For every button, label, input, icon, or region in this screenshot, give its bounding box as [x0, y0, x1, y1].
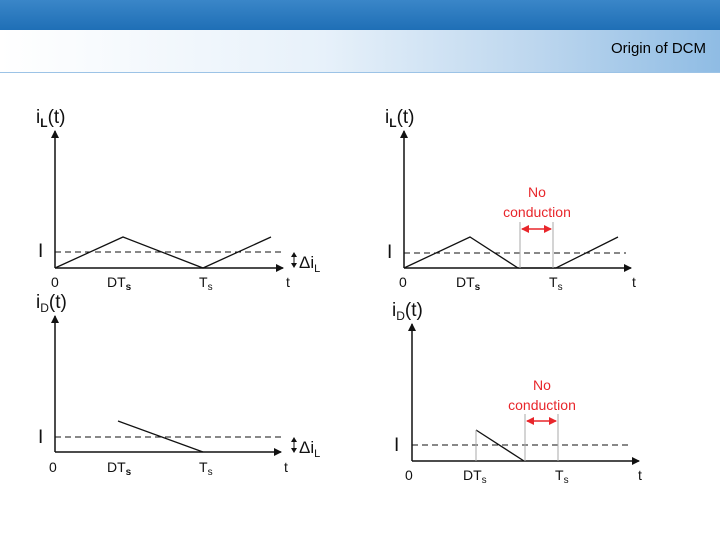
annotation-no: No	[528, 184, 546, 200]
ts-tick-label: Ts	[549, 274, 563, 293]
waveform	[403, 236, 619, 269]
origin-label: 0	[51, 274, 59, 290]
dts-tick-label: DTs	[456, 274, 481, 293]
x-axis-label: t	[284, 459, 288, 475]
average-label: I	[387, 242, 392, 263]
plot-id-dcm: iD(t) No conduction I 0 DTs Ts t	[392, 300, 642, 486]
annotation-no: No	[533, 377, 551, 393]
slide-header: Origin of DCM	[0, 30, 720, 73]
plot-il-dcm: iL(t) No conduction I 0 DTs Ts t	[385, 107, 636, 293]
x-axis-label: t	[286, 274, 290, 290]
waveform	[117, 420, 204, 453]
y-axis-label: iL(t)	[36, 107, 66, 130]
ts-tick-label: Ts	[555, 467, 569, 486]
dts-tick-label: DTs	[107, 459, 132, 478]
y-axis-label: iD(t)	[392, 300, 423, 323]
dts-tick-label: DTs	[463, 467, 487, 486]
slide-title: Origin of DCM	[610, 40, 706, 57]
average-label: I	[394, 435, 399, 456]
annotation-conduction: conduction	[508, 397, 576, 413]
plot-il-ccm: iL(t) I 0 DTs Ts t ΔiL	[36, 107, 320, 293]
origin-label: 0	[399, 274, 407, 290]
annotation-conduction: conduction	[503, 204, 571, 220]
ripple-label: ΔiL	[299, 253, 320, 275]
dts-tick-label: DTs	[107, 274, 132, 293]
waveform	[475, 429, 525, 462]
y-axis-label: iD(t)	[36, 292, 67, 315]
origin-label: 0	[49, 459, 57, 475]
ripple-label: ΔiL	[299, 438, 320, 460]
ripple-arrow-heads	[291, 437, 297, 453]
ts-tick-label: Ts	[199, 459, 213, 478]
ripple-arrow-heads	[291, 252, 297, 268]
x-axis-label: t	[638, 467, 642, 483]
average-label: I	[38, 427, 43, 448]
ts-tick-label: Ts	[199, 274, 213, 293]
y-axis-label: iL(t)	[385, 107, 415, 130]
top-banner	[0, 0, 720, 30]
waveform	[54, 236, 272, 269]
x-axis-label: t	[632, 274, 636, 290]
average-label: I	[38, 241, 43, 262]
origin-label: 0	[405, 467, 413, 483]
plot-id-ccm: iD(t) I 0 DTs Ts t ΔiL	[36, 292, 320, 478]
